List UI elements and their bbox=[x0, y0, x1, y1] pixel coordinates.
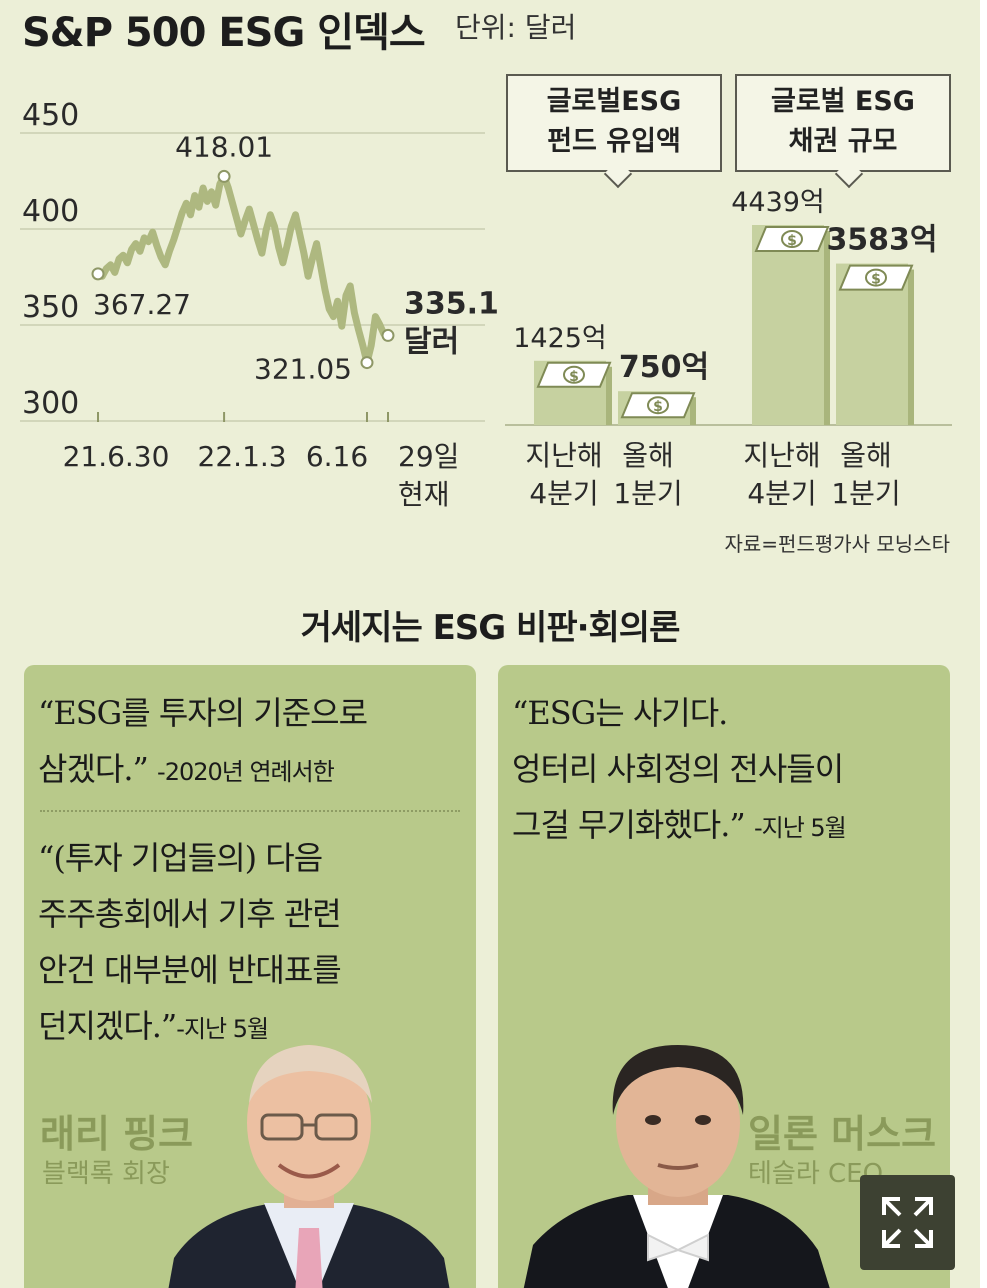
x-tick-label: 29일 bbox=[398, 440, 459, 473]
dollar-bill-icon: $ bbox=[754, 226, 830, 252]
svg-text:$: $ bbox=[787, 233, 797, 249]
musk-quote: “ESG는 사기다. 엉터리 사회정의 전사들이 그걸 무기화했다.” -지난 … bbox=[512, 694, 847, 844]
bar-side bbox=[824, 231, 830, 425]
annotation-point bbox=[91, 267, 105, 281]
quote-divider bbox=[40, 810, 460, 812]
fink-role: 블랙록 회장 bbox=[42, 1159, 170, 1189]
fink-name: 래리 핑크 bbox=[40, 1112, 194, 1156]
y-tick-label: 450 bbox=[22, 98, 79, 133]
bar-side bbox=[606, 366, 612, 425]
annotation-value-label: 321.05 bbox=[254, 353, 352, 386]
fink-quote-1: “ESG를 투자의 기준으로 삼겠다.” -2020년 연례서한 bbox=[38, 694, 368, 788]
bar-category-label: 1분기 bbox=[831, 477, 900, 510]
elon-musk-photo bbox=[523, 1045, 830, 1288]
x-tick-label: 21.6.30 bbox=[63, 440, 170, 473]
fink-quote-1-note: -2020년 연례서한 bbox=[157, 758, 335, 786]
y-tick-label: 300 bbox=[22, 386, 79, 421]
y-tick-label: 350 bbox=[22, 290, 79, 325]
bar-value-label: 4439억 bbox=[731, 187, 825, 218]
y-tick-label: 400 bbox=[22, 194, 79, 229]
annotation-unit-label: 달러 bbox=[404, 324, 459, 359]
bar-side bbox=[908, 269, 914, 425]
bar-category-label: 지난해 bbox=[743, 439, 820, 472]
bond-callout-line1: 글로벌 ESG bbox=[771, 86, 915, 117]
dollar-bill-icon: $ bbox=[536, 361, 612, 388]
bar-category-label: 1분기 bbox=[613, 477, 682, 510]
svg-text:$: $ bbox=[569, 369, 579, 385]
annotation-point bbox=[360, 356, 374, 370]
bar bbox=[752, 225, 824, 425]
dollar-bill-icon: $ bbox=[838, 264, 914, 291]
svg-text:$: $ bbox=[871, 272, 881, 288]
annotation-value-label: 418.01 bbox=[175, 130, 273, 163]
bar-side bbox=[690, 397, 696, 425]
x-tick-label: 현재 bbox=[398, 478, 450, 511]
expand-button[interactable] bbox=[860, 1175, 955, 1270]
musk-name: 일론 머스크 bbox=[748, 1112, 937, 1156]
bar-category-label: 4분기 bbox=[747, 477, 816, 510]
bar-category-label: 올해 bbox=[840, 439, 892, 472]
page-title: S&P 500 ESG 인덱스 bbox=[22, 10, 426, 56]
annotation-point bbox=[381, 328, 395, 342]
unit-label: 단위: 달러 bbox=[455, 11, 577, 44]
bond-size-callout: 글로벌 ESG 채권 규모 bbox=[735, 74, 951, 172]
bar-value-label: 750억 bbox=[619, 350, 709, 385]
source-note: 자료=펀드평가사 모닝스타 bbox=[724, 532, 950, 556]
fink-quote-2-note: -지난 5월 bbox=[176, 1015, 269, 1043]
index-line bbox=[96, 172, 390, 367]
fund-inflow-callout: 글로벌ESG 펀드 유입액 bbox=[506, 74, 722, 172]
annotation-point bbox=[217, 169, 231, 183]
expand-icon bbox=[882, 1197, 933, 1248]
fink-quote-2: “(투자 기업들의) 다음 주주총회에서 기후 관련 안건 대부분에 반대표를 … bbox=[38, 839, 342, 1045]
bar-category-label: 지난해 bbox=[525, 439, 602, 472]
larry-fink-photo bbox=[168, 1045, 450, 1288]
fund-callout-line1: 글로벌ESG bbox=[546, 86, 682, 117]
bar-value-label: 3583억 bbox=[826, 223, 937, 258]
bar-category-label: 올해 bbox=[622, 439, 674, 472]
bar-value-label: 1425억 bbox=[513, 323, 607, 354]
annotation-value-label: 335.19 bbox=[404, 286, 500, 321]
annotation-value-label: 367.27 bbox=[93, 288, 191, 321]
bond-callout-line2: 채권 규모 bbox=[788, 126, 898, 157]
bar-category-label: 4분기 bbox=[529, 477, 598, 510]
musk-quote-note: -지난 5월 bbox=[753, 814, 847, 842]
fund-callout-line2: 펀드 유입액 bbox=[547, 126, 681, 157]
x-tick-label: 22.1.3 bbox=[198, 440, 287, 473]
section-title: 거세지는 ESG 비판·회의론 bbox=[300, 608, 681, 648]
svg-text:$: $ bbox=[653, 399, 663, 415]
x-tick-label: 6.16 bbox=[306, 440, 368, 473]
dollar-bill-icon: $ bbox=[620, 392, 696, 419]
larry-fink-card: “ESG를 투자의 기준으로 삼겠다.” -2020년 연례서한 “(투자 기업… bbox=[24, 665, 476, 1288]
